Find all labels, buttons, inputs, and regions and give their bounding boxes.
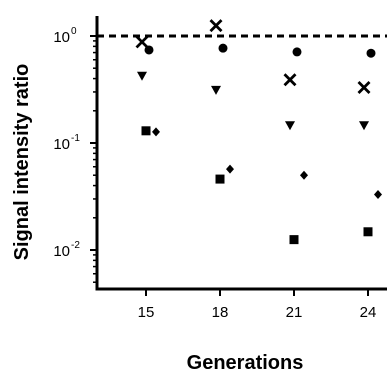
x-tick-label: 21 (286, 304, 303, 321)
data-point-triangle (137, 71, 147, 81)
data-point-square (215, 174, 225, 184)
data-point-circle (366, 48, 376, 58)
y-tick-label: 10 (53, 136, 70, 153)
data-point-diamond (300, 170, 308, 180)
y-tick-label: 10 (53, 243, 70, 260)
x-tick-label: 24 (360, 304, 377, 321)
y-tick-label: 10 (53, 29, 70, 46)
data-point-triangle (211, 85, 221, 95)
x-tick-label: 15 (138, 304, 155, 321)
y-tick-exponent: -2 (71, 240, 80, 251)
y-axis-title: Signal intensity ratio (11, 64, 33, 261)
data-point-triangle (359, 121, 369, 131)
data-point-circle (218, 43, 228, 53)
data-point-square (141, 126, 151, 136)
data-point-triangle (285, 121, 295, 131)
data-point-square (289, 235, 299, 245)
data-point-cross (209, 19, 223, 33)
data-point-diamond (152, 127, 160, 137)
data-point-diamond (374, 190, 382, 200)
data-point-cross (357, 81, 371, 95)
data-point-cross (283, 73, 297, 87)
x-axis-title: Generations (187, 352, 304, 374)
y-tick-exponent: -1 (71, 133, 80, 144)
x-tick-label: 18 (212, 304, 229, 321)
data-point-cross (135, 35, 149, 49)
data-point-diamond (226, 164, 234, 174)
y-tick-exponent: 0 (71, 26, 77, 37)
data-point-square (363, 227, 373, 237)
data-point-circle (292, 47, 302, 57)
